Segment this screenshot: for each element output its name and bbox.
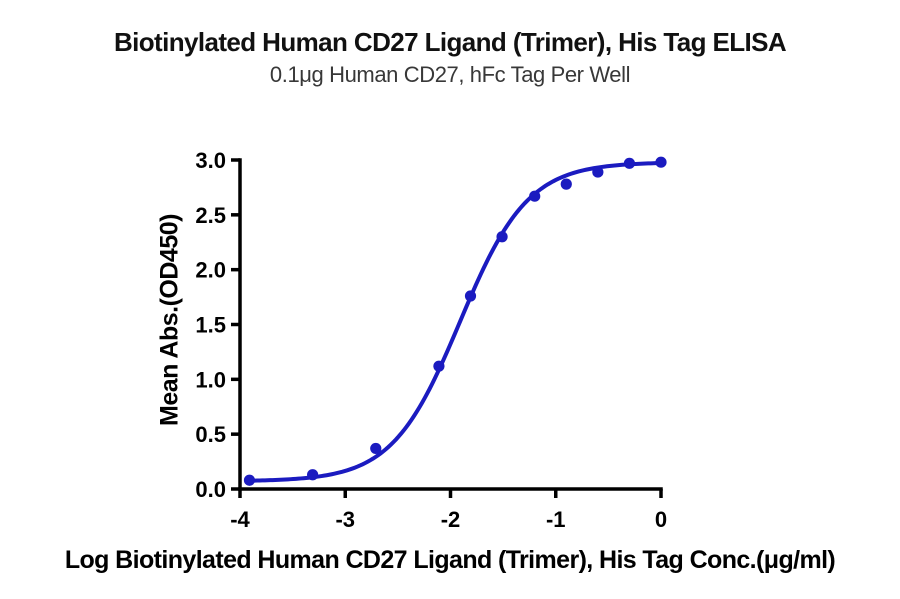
y-tick-label: 2.5 — [195, 203, 226, 228]
y-tick-label: 0.5 — [195, 422, 226, 447]
x-tick-label: 0 — [655, 507, 667, 532]
chart-title: Biotinylated Human CD27 Ligand (Trimer),… — [113, 27, 787, 57]
y-tick-label: 3.0 — [195, 148, 226, 173]
data-point — [433, 360, 445, 372]
chart-subtitle: 0.1μg Human CD27, hFc Tag Per Well — [269, 62, 631, 87]
data-point — [464, 290, 477, 302]
x-tick-label: -4 — [230, 507, 250, 532]
y-tick-label: 1.0 — [195, 367, 226, 392]
data-point — [655, 156, 667, 168]
data-point — [529, 190, 541, 202]
y-tick-label: 1.5 — [195, 313, 226, 338]
x-tick-label: -3 — [335, 507, 355, 532]
data-point — [560, 178, 572, 190]
fit-curve — [247, 161, 663, 483]
data-point — [307, 469, 319, 481]
data-point — [496, 231, 508, 243]
x-axis-label: Log Biotinylated Human CD27 Ligand (Trim… — [64, 546, 836, 574]
data-point — [592, 166, 604, 178]
y-tick-label: 0.0 — [195, 477, 226, 502]
data-point — [623, 157, 636, 169]
x-tick-label: -1 — [546, 507, 566, 532]
x-tick-label: -2 — [441, 507, 461, 532]
y-tick-label: 2.0 — [195, 258, 226, 283]
data-point — [243, 474, 256, 486]
data-point — [370, 442, 382, 455]
